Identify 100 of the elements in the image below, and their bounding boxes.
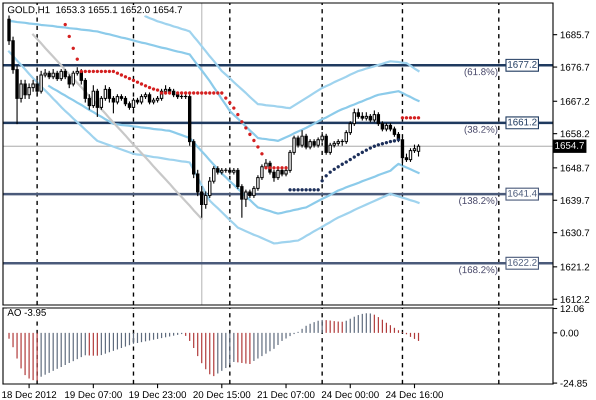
point [176,91,180,95]
candlestick [376,112,380,126]
point [364,148,368,152]
line-series [8,50,420,245]
point [116,71,120,75]
x-tick-label: 21 Dec 07:00 [258,391,315,398]
point [220,91,224,95]
candlestick [23,80,27,99]
point [276,166,280,170]
candlestick [244,190,248,207]
point [84,70,87,74]
chart-title: GOLD,H1 1653.3 1655.1 1652.0 1654.7 [8,6,182,14]
candlestick [96,88,100,117]
point [108,70,112,74]
candlestick [276,168,280,180]
x-tick-label: 19 Dec 23:00 [129,391,186,398]
candlestick [72,70,75,86]
point [328,170,332,174]
candlestick [300,130,304,148]
point [96,70,100,74]
point [232,106,236,110]
point [244,126,248,130]
point [416,116,420,120]
point [148,86,152,90]
point [192,91,196,95]
point [128,76,132,80]
ref-line-label: 1622.2 [508,258,537,266]
candlestick [148,92,152,104]
candlestick [220,168,224,175]
point [300,188,304,192]
point [336,165,340,168]
y-tick-label: 1648.7 [560,164,590,172]
point [224,96,228,100]
y-tick-label: 12.06 [560,305,584,312]
point [204,91,208,95]
point [332,168,336,171]
candlestick [304,134,308,150]
y-tick-label: 1685.7 [560,31,590,38]
candlestick [31,80,35,92]
point [216,91,220,95]
candlestick [416,144,420,157]
y-tick-label: -24.85 [560,380,588,387]
point [372,144,376,148]
y-tick-label: 0.00 [560,330,578,336]
point [208,91,212,95]
point [100,70,104,74]
ref-line-label: 1654.7 [555,142,584,149]
point [368,146,372,150]
ref-line-label: 1661.2 [508,118,537,126]
point [356,152,360,156]
point [260,152,264,156]
annotation: (168.2%) [459,266,498,276]
y-tick-label: 1612.2 [560,296,590,303]
point [296,188,300,192]
line-series [8,20,420,142]
point [104,70,108,74]
point [412,116,416,120]
point [292,188,296,192]
point [112,70,116,74]
point [68,34,71,38]
y-tick-label: 1667.2 [560,98,590,105]
x-tick-label: 18 Dec 2012 [2,391,56,398]
chart-title: AO -3.95 [7,309,46,316]
point [212,91,216,95]
point [248,132,252,136]
point [408,116,412,120]
x-tick-label: 24 Dec 00:00 [322,391,379,398]
point [360,150,364,154]
point [288,188,292,192]
line-series [48,85,420,215]
point [404,116,408,120]
candlestick [108,87,112,103]
candlestick [372,110,376,122]
point [396,138,400,142]
point [268,166,272,170]
point [184,91,188,95]
point [88,70,92,74]
point [352,155,356,159]
point [188,91,192,95]
point [196,91,200,95]
point [76,57,79,61]
point [308,188,312,192]
point [344,160,348,164]
y-tick-label: 1658.2 [560,130,590,138]
x-tick-label: 20 Dec 15:00 [193,391,250,398]
ref-line-label: 1641.4 [508,190,537,197]
point [272,166,276,170]
point [264,166,268,170]
point [64,22,67,26]
point [136,80,140,84]
y-tick-label: 1630.7 [560,229,590,236]
line-series [144,15,420,110]
point [388,140,392,144]
point [236,112,240,116]
point [156,88,160,92]
point [168,91,172,95]
y-tick-label: 1676.7 [560,64,590,71]
point [80,70,83,74]
x-tick-label: 24 Dec 16:00 [386,391,444,398]
point [280,166,284,170]
